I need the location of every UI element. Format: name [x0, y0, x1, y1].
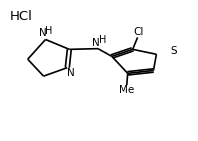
Text: S: S	[170, 47, 177, 56]
Text: H: H	[99, 36, 106, 45]
Text: N: N	[39, 28, 47, 38]
Text: N: N	[92, 38, 100, 48]
Text: N: N	[67, 68, 75, 78]
Text: H: H	[45, 26, 53, 36]
Text: Cl: Cl	[133, 27, 144, 37]
Text: Me: Me	[119, 85, 134, 95]
Text: HCl: HCl	[10, 10, 33, 23]
